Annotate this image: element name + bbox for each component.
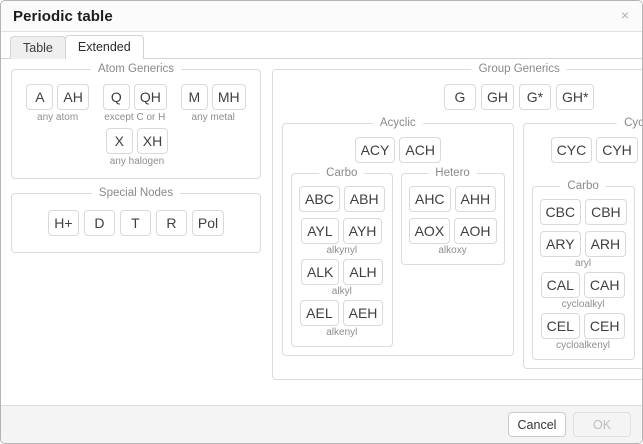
dialog-content: Atom Generics A AH any atom Q QH (1, 59, 642, 405)
cyclic-top-row: CYC CYH CXX CXH (532, 137, 642, 163)
atom-button-m[interactable]: M (180, 84, 208, 110)
atom-button-xh[interactable]: XH (136, 128, 169, 154)
atom-generics-row-2: X XH any halogen (24, 128, 250, 168)
acyclic-carbo-button-ayh[interactable]: AYH (342, 218, 383, 244)
tab-extended[interactable]: Extended (64, 35, 144, 59)
special-button-pol[interactable]: Pol (191, 210, 225, 236)
special-button-h-plus[interactable]: H+ (47, 210, 79, 236)
cyclic-caption-no-carbon: no carbon (532, 164, 642, 176)
tab-bar: Table Extended (1, 32, 642, 59)
acyclic-carbo-button-alk[interactable]: ALK (300, 259, 340, 285)
group-button-gh-star[interactable]: GH* (555, 84, 595, 110)
cyclic-carbo-button-ceh[interactable]: CEH (583, 313, 626, 339)
acyclic-carbo-legend: Carbo (319, 167, 365, 179)
atom-caption-any-atom: any atom (37, 112, 79, 123)
left-column: Atom Generics A AH any atom Q QH (11, 63, 261, 253)
cyclic-group: Cyclic CYC CYH CXX CXH no carbon Carbo (522, 117, 642, 369)
acyclic-hetero-group: Hetero AHC AHH AOX AOH (400, 167, 505, 265)
atom-generics-row-1: A AH any atom Q QH except C or H (22, 84, 250, 124)
atom-cluster-any-halogen: X XH any halogen (105, 128, 169, 168)
acyclic-carbo-button-abc[interactable]: ABC (299, 186, 340, 212)
cyclic-carbo-group: Carbo CBC CBH ARY ARH (531, 180, 635, 360)
acyclic-carbo-group: Carbo ABC ABH AYL AYH (291, 167, 393, 347)
cyclic-carbo-legend: Carbo (560, 180, 606, 192)
acyclic-top-row: ACY ACH (291, 137, 505, 163)
atom-caption-any-halogen: any halogen (109, 156, 165, 167)
acyclic-legend: Acyclic (372, 117, 423, 129)
right-column: Group Generics G GH G* GH* Acyclic ACY A… (272, 63, 642, 380)
atom-button-x[interactable]: X (105, 128, 133, 154)
special-button-t[interactable]: T (119, 210, 151, 236)
acyclic-hetero-caption-alkoxy: alkoxy (438, 245, 467, 256)
acyclic-carbo-button-abh[interactable]: ABH (343, 186, 385, 212)
cyclic-button-cyh[interactable]: CYH (596, 137, 638, 163)
group-generics-top-row: G GH G* GH* (282, 84, 642, 110)
atom-cluster-except-c-or-h: Q QH except C or H (102, 84, 167, 124)
acyclic-carbo-stack: ABC ABH AYL AYH alkynyl AL (299, 186, 385, 341)
acyclic-carbo-caption-alkenyl: alkenyl (326, 327, 358, 338)
acyclic-carbo-button-ayl[interactable]: AYL (301, 218, 339, 244)
acyclic-hetero-legend: Hetero (428, 167, 477, 179)
cyclic-sub-columns: Carbo CBC CBH ARY ARH (531, 180, 642, 360)
cyclic-carbo-button-ary[interactable]: ARY (540, 231, 581, 257)
cyclic-carbo-button-cbh[interactable]: CBH (585, 199, 627, 225)
atom-button-ah[interactable]: AH (57, 84, 89, 110)
acyclic-group: Acyclic ACY ACH Carbo ABC (282, 117, 514, 356)
acyclic-hetero-button-aoh[interactable]: AOH (454, 218, 497, 244)
cyclic-carbo-button-arh[interactable]: ARH (584, 231, 627, 257)
atom-button-qh[interactable]: QH (133, 84, 167, 110)
group-button-g-star[interactable]: G* (518, 84, 551, 110)
atom-generics-legend: Atom Generics (90, 63, 182, 75)
group-generics-columns: Acyclic ACY ACH Carbo ABC (282, 117, 642, 369)
cancel-button[interactable]: Cancel (508, 412, 566, 437)
cyclic-carbo-button-cah[interactable]: CAH (583, 272, 626, 298)
acyclic-hetero-button-ahh[interactable]: AHH (454, 186, 497, 212)
dialog-titlebar: Periodic table × (1, 1, 642, 32)
cyclic-carbo-caption-aryl: aryl (575, 258, 592, 269)
atom-caption-except-c-or-h: except C or H (104, 112, 166, 123)
cyclic-legend: Cyclic (617, 117, 642, 129)
group-generics-group: Group Generics G GH G* GH* Acyclic ACY A… (272, 63, 642, 380)
group-button-gh[interactable]: GH (480, 84, 514, 110)
atom-button-a[interactable]: A (26, 84, 54, 110)
close-icon[interactable]: × (620, 7, 630, 23)
atom-button-mh[interactable]: MH (211, 84, 246, 110)
cyclic-carbo-button-cal[interactable]: CAL (540, 272, 580, 298)
acyclic-carbo-button-ael[interactable]: AEL (300, 300, 339, 326)
cyclic-carbo-button-cel[interactable]: CEL (540, 313, 580, 339)
atom-generics-group: Atom Generics A AH any atom Q QH (11, 63, 261, 179)
dialog-footer: Cancel OK (1, 405, 642, 443)
cyclic-carbo-stack: CBC CBH ARY ARH aryl CAL (539, 199, 627, 354)
acyclic-carbo-button-aeh[interactable]: AEH (342, 300, 384, 326)
special-button-d[interactable]: D (83, 210, 115, 236)
acyclic-button-ach[interactable]: ACH (399, 137, 441, 163)
acyclic-sub-columns: Carbo ABC ABH AYL AYH (291, 167, 505, 347)
tab-table[interactable]: Table (10, 36, 66, 59)
group-generics-legend: Group Generics (471, 63, 567, 75)
acyclic-carbo-caption-alkynyl: alkynyl (326, 245, 358, 256)
group-button-g[interactable]: G (443, 84, 476, 110)
atom-cluster-any-metal: M MH any metal (180, 84, 246, 124)
ok-button[interactable]: OK (573, 412, 631, 437)
acyclic-button-acy[interactable]: ACY (354, 137, 396, 163)
special-nodes-row: H+ D T R Pol (22, 210, 250, 236)
cyclic-carbo-caption-cycloalkyl: cycloalkyl (561, 299, 605, 310)
acyclic-hetero-button-aox[interactable]: AOX (408, 218, 451, 244)
cyclic-carbo-button-cbc[interactable]: CBC (539, 199, 582, 225)
dialog-title: Periodic table (13, 7, 113, 25)
acyclic-carbo-button-alh[interactable]: ALH (343, 259, 383, 285)
atom-caption-any-metal: any metal (191, 112, 235, 123)
atom-button-q[interactable]: Q (102, 84, 130, 110)
special-nodes-group: Special Nodes H+ D T R Pol (11, 187, 261, 253)
atom-cluster-any-atom: A AH any atom (26, 84, 89, 124)
special-button-r[interactable]: R (155, 210, 187, 236)
cyclic-button-cyc[interactable]: CYC (550, 137, 593, 163)
acyclic-hetero-stack: AHC AHH AOX AOH alkoxy (408, 186, 497, 259)
acyclic-carbo-caption-alkyl: alkyl (331, 286, 352, 297)
cyclic-carbo-caption-cycloalkenyl: cycloalkenyl (556, 340, 611, 351)
special-nodes-legend: Special Nodes (91, 187, 181, 199)
acyclic-hetero-button-ahc[interactable]: AHC (408, 186, 451, 212)
